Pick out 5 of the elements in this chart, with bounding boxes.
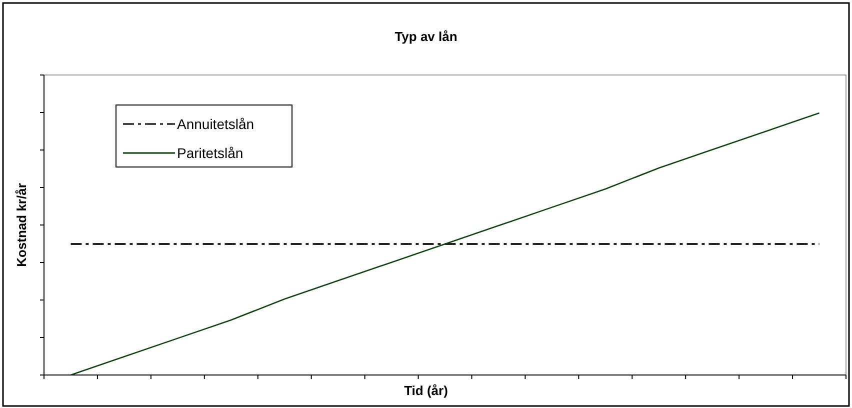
chart-title: Typ av lån (394, 29, 458, 44)
legend-label: Annuitetslån (177, 116, 254, 132)
x-axis-title: Tid (år) (404, 383, 448, 398)
y-axis-title: Kostnad kr/år (14, 183, 29, 267)
legend-label: Paritetslån (177, 145, 244, 161)
